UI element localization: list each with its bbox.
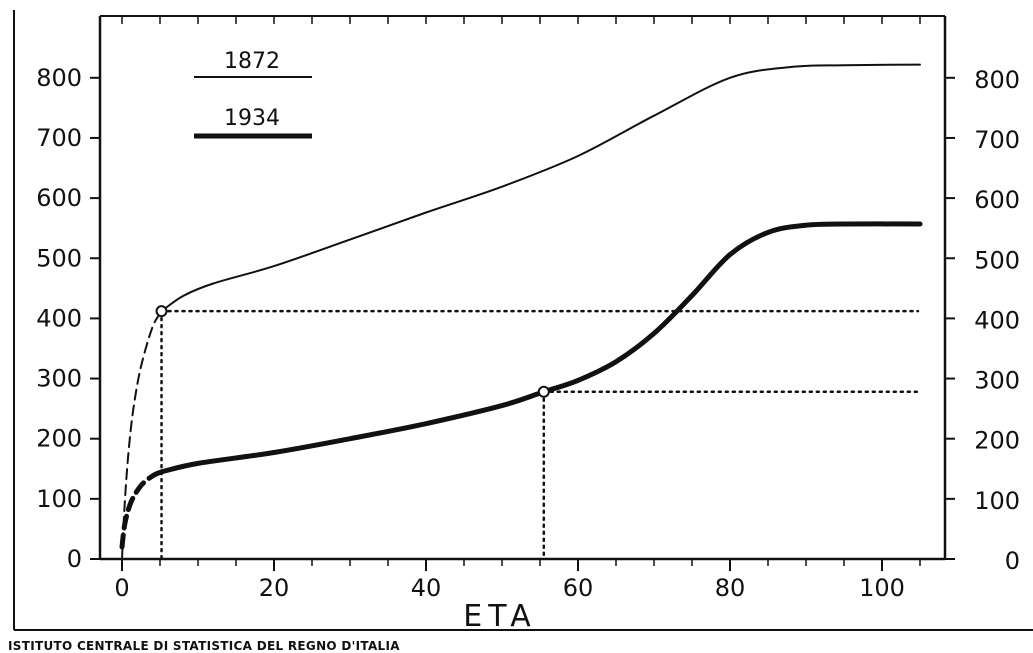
x-tick-label-40: 40 (411, 574, 442, 602)
ticks-layer: 0 20 40 60 80 100 0 0 100 100 200 200 300 300 400 400 50… (36, 16, 1020, 602)
y-tick-label-left-700: 700 (36, 124, 82, 152)
x-axis-label: ETA (463, 599, 536, 634)
y-tick-label-left-500: 500 (36, 244, 82, 272)
marker-layer (155, 305, 550, 398)
y-tick-label-left-300: 300 (36, 365, 82, 393)
series-1872-marker (155, 305, 168, 318)
legend: 1872 1934 (194, 49, 312, 139)
y-tick-label-left-400: 400 (36, 304, 82, 332)
reference-lines-layer (160, 309, 920, 561)
y-tick-label-left-800: 800 (36, 64, 82, 92)
y-tick-label-left-0: 0 (67, 545, 82, 573)
x-tick-label-100: 100 (859, 574, 905, 602)
legend-label-1872: 1872 (224, 49, 280, 74)
series-1872-dashed-line (121, 310, 163, 560)
series-1934-line (159, 221, 923, 475)
x-tick-label-0: 0 (114, 574, 129, 602)
x-tick-label-80: 80 (715, 574, 746, 602)
y-tick-label-right-400: 400 (974, 306, 1020, 334)
series-1872-line (160, 63, 921, 313)
y-tick-label-right-200: 200 (974, 427, 1020, 455)
y-tick-label-right-800: 800 (974, 66, 1020, 94)
series-1934-marker (537, 385, 550, 398)
legend-label-1934: 1934 (224, 106, 280, 131)
y-tick-label-right-300: 300 (974, 367, 1020, 395)
y-tick-label-right-100: 100 (974, 487, 1020, 515)
y-tick-label-right-700: 700 (974, 126, 1020, 154)
y-tick-label-left-100: 100 (36, 485, 82, 513)
series-layer (119, 63, 923, 560)
y-tick-label-left-200: 200 (36, 425, 82, 453)
y-tick-label-right-500: 500 (974, 246, 1020, 274)
y-tick-label-right-600: 600 (974, 186, 1020, 214)
y-tick-label-left-600: 600 (36, 184, 82, 212)
x-tick-label-60: 60 (563, 574, 594, 602)
footer-credit: ISTITUTO CENTRALE DI STATISTICA DEL REGN… (8, 639, 400, 653)
y-tick-label-right-0: 0 (1005, 547, 1020, 575)
series-1934-dashed-line (119, 469, 164, 550)
x-tick-label-20: 20 (259, 574, 290, 602)
